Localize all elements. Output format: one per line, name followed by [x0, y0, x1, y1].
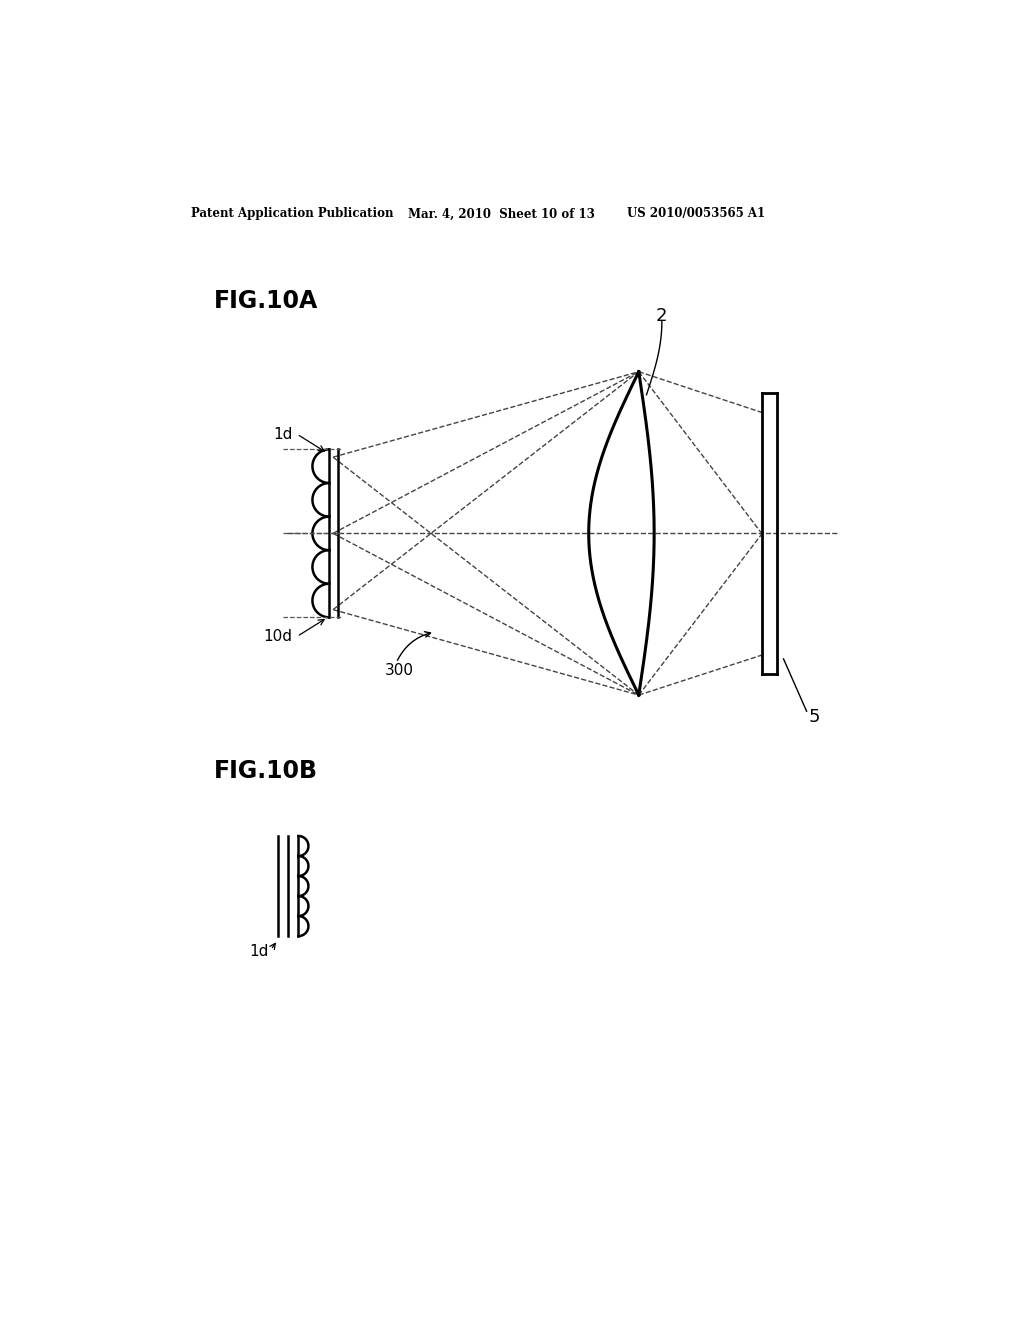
Text: US 2010/0053565 A1: US 2010/0053565 A1: [628, 207, 765, 220]
Text: 5: 5: [808, 708, 819, 726]
Text: Mar. 4, 2010  Sheet 10 of 13: Mar. 4, 2010 Sheet 10 of 13: [408, 207, 595, 220]
Text: 2: 2: [656, 308, 668, 326]
Text: FIG.10A: FIG.10A: [214, 289, 318, 313]
Text: 1d: 1d: [272, 426, 292, 442]
Text: 10d: 10d: [263, 630, 292, 644]
Text: FIG.10B: FIG.10B: [214, 759, 317, 783]
Text: 300: 300: [385, 663, 414, 678]
Text: Patent Application Publication: Patent Application Publication: [190, 207, 393, 220]
Text: 1d: 1d: [250, 944, 269, 960]
